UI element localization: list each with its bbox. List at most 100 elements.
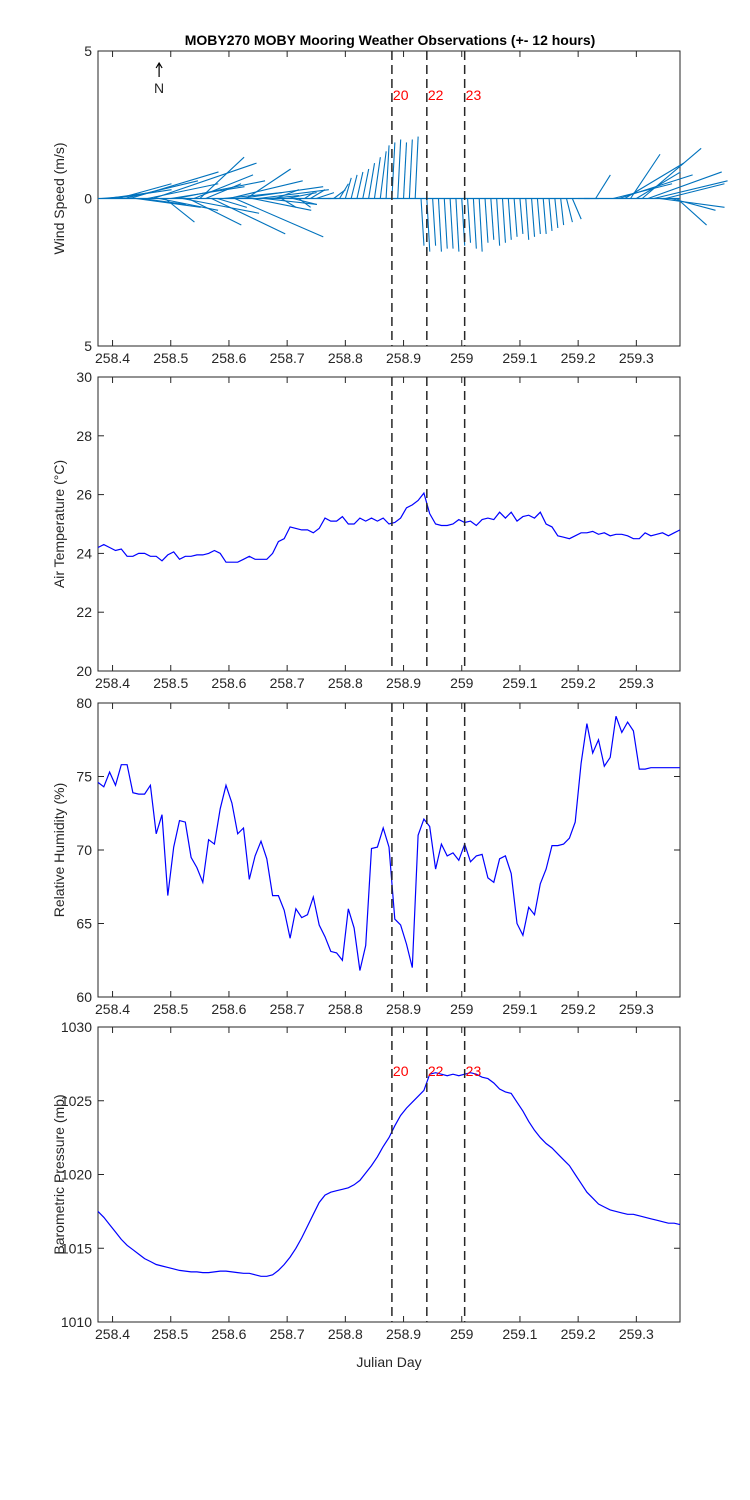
x-tick-label: 258.8 (328, 675, 363, 691)
chart-panels: 258.4 258.5 258.6 258.7 258.8 258.9 259 259.1 25… (51, 43, 728, 1370)
panel-2: 258.4 258.5 258.6 258.7 258.8 258.9 259 259.1 25… (51, 369, 681, 691)
x-tick-label: 259.1 (502, 350, 537, 366)
y-tick-label: 60 (76, 989, 92, 1005)
y-tick-label: 75 (76, 769, 92, 785)
wind-stick (507, 198, 512, 240)
y-tick-label: 22 (76, 604, 92, 620)
wind-stick (472, 198, 477, 249)
x-tick-label: 258.7 (270, 1326, 305, 1342)
wind-stick (478, 198, 483, 252)
wind-stick (350, 174, 358, 199)
x-tick-label: 258.9 (386, 350, 421, 366)
wind-stick (443, 198, 448, 249)
wind-stick (234, 197, 324, 238)
x-tick-label: 259 (450, 350, 474, 366)
wind-stick (118, 183, 172, 200)
x-tick-label: 259.2 (561, 1001, 596, 1017)
north-arrow-head (155, 61, 163, 69)
x-tick-label: 258.5 (153, 1326, 188, 1342)
wind-stick (565, 198, 573, 223)
wind-stick (449, 198, 454, 249)
x-tick-label: 258.9 (386, 1326, 421, 1342)
wind-stick (496, 198, 501, 246)
wind-stick (263, 197, 318, 205)
x-tick-label: 259.2 (561, 350, 596, 366)
y-tick-label: 1025 (61, 1093, 92, 1109)
wind-stick (368, 163, 376, 199)
wind-stick (129, 171, 219, 200)
y-tick-label: 28 (76, 428, 92, 444)
wind-stick (554, 198, 559, 229)
event-marker-label: 23 (466, 87, 482, 103)
wind-stick (490, 198, 495, 240)
series-line (97, 491, 681, 563)
wind-stick (391, 142, 396, 199)
event-marker-label: 23 (466, 1063, 482, 1079)
x-tick-label: 259 (450, 1001, 474, 1017)
series-line (97, 715, 680, 971)
y-tick-label: 26 (76, 487, 92, 503)
wind-stick (217, 197, 247, 208)
x-tick-label: 259.3 (619, 350, 654, 366)
wind-stick (362, 168, 370, 199)
wind-stick (339, 183, 349, 199)
wind-stick (536, 198, 541, 234)
wind-stick (385, 145, 390, 199)
x-tick-label: 259 (450, 675, 474, 691)
wind-stick (257, 189, 329, 200)
wind-stick (501, 198, 506, 243)
wind-stick (275, 189, 300, 200)
north-arrow-label: N (154, 80, 164, 96)
x-tick-label: 258.4 (95, 1001, 130, 1017)
y-tick-label: 5 (84, 43, 92, 59)
x-tick-label: 258.5 (153, 350, 188, 366)
x-tick-label: 258.4 (95, 350, 130, 366)
panel-1: 258.4 258.5 258.6 258.7 258.8 258.9 259 259.1 25… (51, 43, 728, 366)
figure-title: MOBY270 MOBY Mooring Weather Observation… (185, 32, 596, 48)
event-marker-label: 22 (428, 87, 444, 103)
x-axis-label: Julian Day (356, 1354, 421, 1370)
x-tick-label: 258.6 (211, 675, 246, 691)
wind-stick (641, 147, 702, 199)
wind-stick (659, 197, 725, 208)
wind-stick (176, 180, 266, 200)
x-tick-label: 258.4 (95, 675, 130, 691)
x-tick-label: 258.7 (270, 675, 305, 691)
wind-stick (252, 197, 312, 211)
y-axis-label: Wind Speed (m/s) (51, 142, 67, 254)
wind-stick (676, 198, 707, 226)
y-tick-label: 20 (76, 663, 92, 679)
wind-stick (408, 139, 413, 199)
x-tick-label: 258.4 (95, 1326, 130, 1342)
wind-stick (531, 198, 536, 237)
x-tick-label: 259.3 (619, 1001, 654, 1017)
wind-stick (304, 192, 314, 199)
wind-stick (560, 198, 565, 226)
panel-3: 258.4 258.5 258.6 258.7 258.8 258.9 259 259.1 25… (51, 695, 681, 1017)
wind-stick (344, 177, 352, 199)
y-tick-label: 24 (76, 545, 92, 561)
x-tick-label: 259.1 (502, 1326, 537, 1342)
x-tick-label: 258.7 (270, 1001, 305, 1017)
wind-stick (420, 198, 425, 246)
wind-stick (414, 136, 419, 199)
wind-stick (647, 171, 722, 200)
wind-stick (228, 180, 303, 200)
wind-stick (356, 171, 364, 199)
wind-stick (519, 198, 524, 234)
wind-stick (455, 198, 460, 252)
wind-stick (205, 183, 242, 200)
wind-stick (187, 198, 242, 226)
wind-stick (211, 198, 286, 235)
y-axis-label: Air Temperature (°C) (51, 460, 67, 588)
x-tick-label: 259.1 (502, 1001, 537, 1017)
plot-area (97, 1026, 681, 1323)
wind-stick (484, 198, 489, 243)
wind-stick (292, 197, 317, 205)
wind-stick (397, 139, 402, 199)
y-tick-label: 1010 (61, 1314, 92, 1330)
event-marker-label: 20 (393, 87, 409, 103)
wind-stick (432, 198, 437, 246)
wind-stick (269, 195, 300, 200)
